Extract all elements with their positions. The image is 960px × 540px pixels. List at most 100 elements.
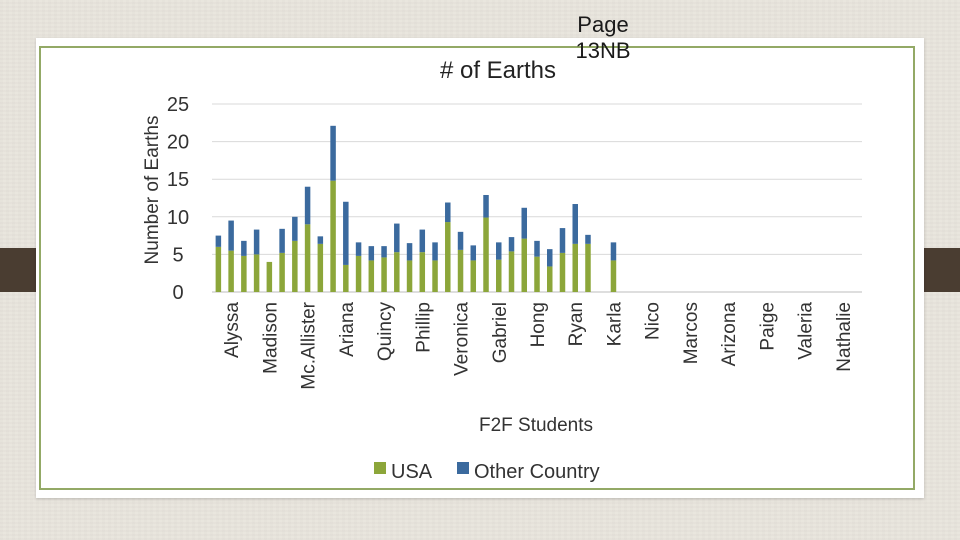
bar-segment-usa (572, 243, 578, 292)
bar-segment-other-country (457, 231, 464, 250)
legend: USA Other Country (374, 461, 600, 483)
bar-segment-other-country (496, 242, 502, 260)
y-tick-label: 10 (167, 207, 189, 229)
bar-segment-other-country (381, 246, 387, 258)
bar-segment-other-country (304, 186, 311, 225)
bar-segment-usa (241, 255, 247, 292)
bar-segment-other-country (292, 216, 298, 241)
bar-segment-usa (508, 251, 515, 292)
y-tick-labels: 0 5 10 15 20 25 (167, 94, 189, 304)
bar-segment-usa (559, 252, 566, 292)
bar-segment-usa (292, 240, 298, 292)
bar-segment-other-country (508, 237, 515, 252)
bar-segment-usa (381, 257, 387, 292)
bar-segment-other-country (279, 228, 285, 253)
x-tick-label: Alyssa (222, 302, 243, 358)
left-edge-tab (0, 248, 38, 292)
bar-segment-other-country (317, 236, 324, 244)
x-tick-label: Marcos (681, 302, 702, 364)
bar-segment-usa (317, 243, 324, 292)
x-tick-label: Mc.Allister (299, 301, 320, 389)
x-tick-label: Gabriel (490, 302, 511, 363)
bar-segment-other-country (547, 249, 553, 267)
bar-segment-other-country (215, 235, 222, 247)
bar-segment-other-country (368, 246, 375, 261)
x-axis-label: F2F Students (479, 415, 593, 436)
bar-segment-usa (534, 256, 540, 292)
bar-segment-usa (253, 254, 260, 292)
bar-segment-other-country (610, 242, 617, 261)
bar-segment-other-country (534, 240, 540, 257)
x-tick-label: Valeria (796, 302, 817, 360)
bars (215, 125, 617, 292)
page-note: Page 13NB (575, 12, 631, 63)
bar-segment-other-country (419, 229, 426, 253)
x-tick-labels: Alyssa Madison Mc.Allister Ariana Quincy Phil… (222, 301, 855, 389)
chart-title: # of Earths (440, 57, 556, 84)
legend-label-other-country: Other Country (474, 461, 600, 483)
x-tick-label: Karla (605, 302, 626, 347)
bar-segment-other-country (253, 229, 260, 255)
bar-segment-other-country (394, 223, 400, 253)
x-tick-label: Nico (643, 302, 664, 340)
chart-frame (39, 46, 915, 490)
bar-segment-usa (279, 252, 285, 292)
x-tick-label: Paige (757, 302, 778, 351)
x-tick-label: Arizona (719, 302, 740, 367)
x-tick-label: Hong (528, 302, 549, 347)
bar-segment-other-country (330, 125, 336, 181)
legend-label-usa: USA (391, 461, 433, 483)
bar-segment-other-country (521, 207, 527, 239)
bar-segment-other-country (406, 243, 413, 261)
bar-segment-usa (355, 255, 362, 292)
bar-segment-usa (266, 261, 273, 292)
bar-segment-usa (419, 252, 426, 292)
bar-segment-usa (215, 246, 222, 292)
bar-segment-usa (228, 250, 234, 292)
bar-segment-other-country (572, 204, 578, 244)
bar-segment-usa (585, 243, 591, 292)
y-axis-label: Number of Earths (142, 116, 163, 265)
bar-segment-other-country (585, 234, 591, 244)
bar-segment-other-country (432, 242, 438, 261)
bar-segment-usa (547, 266, 553, 292)
bar-segment-usa (330, 180, 336, 292)
x-tick-label: Nathalie (834, 302, 855, 372)
bar-segment-usa (343, 264, 349, 292)
x-tick-label: Quincy (375, 302, 396, 362)
bar-segment-usa (432, 260, 438, 292)
y-tick-label: 20 (167, 132, 189, 154)
bar-segment-usa (394, 252, 400, 292)
x-tick-label: Madison (260, 302, 281, 374)
bar-segment-usa (483, 217, 489, 292)
y-tick-label: 25 (167, 94, 189, 116)
x-tick-label: Ariana (337, 302, 358, 357)
bar-segment-other-country (228, 220, 234, 251)
bar-segment-other-country (559, 228, 566, 253)
y-tick-label: 0 (172, 282, 183, 304)
bar-segment-usa (610, 260, 617, 292)
x-tick-label: Ryan (566, 302, 587, 346)
x-tick-label: Veronica (452, 302, 473, 376)
bar-segment-other-country (355, 242, 362, 256)
bar-segment-usa (470, 260, 477, 292)
bar-segment-usa (368, 260, 375, 292)
bar-segment-usa (521, 238, 527, 292)
bar-segment-other-country (445, 202, 451, 223)
chart-panel (36, 38, 924, 498)
bar-segment-usa (304, 224, 311, 292)
x-tick-label: Phillip (413, 302, 434, 353)
bar-segment-usa (496, 259, 502, 292)
bar-segment-other-country (483, 194, 489, 218)
bar-segment-other-country (241, 240, 247, 256)
right-edge-tab (922, 248, 960, 292)
bar-segment-usa (457, 249, 464, 292)
y-tick-label: 15 (167, 169, 189, 191)
y-tick-label: 5 (172, 244, 183, 266)
bar-segment-usa (445, 222, 451, 292)
bar-segment-other-country (470, 245, 477, 261)
bar-segment-usa (406, 260, 413, 292)
legend-swatch-usa (374, 462, 386, 474)
legend-swatch-other-country (457, 462, 469, 474)
